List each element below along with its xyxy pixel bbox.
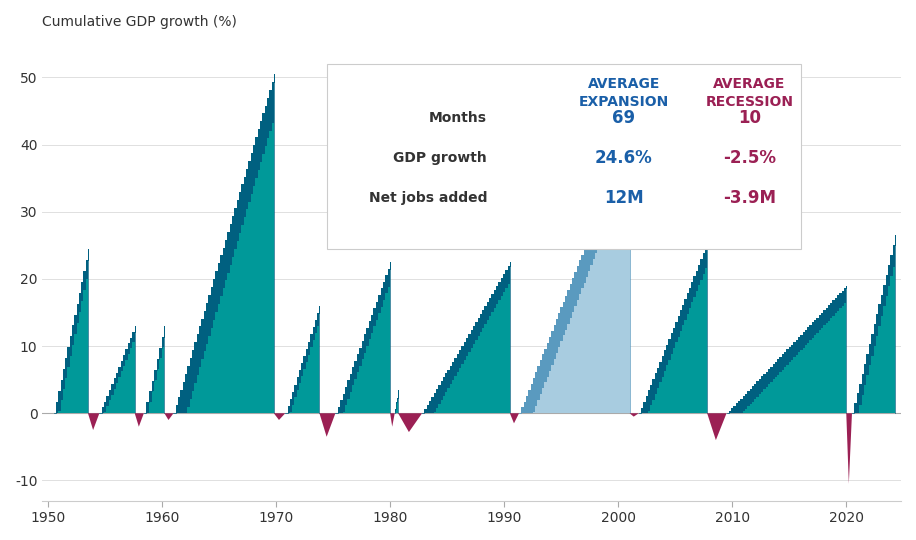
Polygon shape [390,413,395,427]
Polygon shape [173,74,274,413]
Polygon shape [846,413,852,484]
Polygon shape [320,413,335,437]
Polygon shape [726,286,846,413]
Polygon shape [135,413,144,427]
Polygon shape [395,390,398,413]
Polygon shape [88,413,99,430]
Polygon shape [144,326,164,413]
Polygon shape [707,413,726,440]
Text: GDP growth: GDP growth [393,151,487,165]
Text: AVERAGE
RECESSION: AVERAGE RECESSION [705,77,793,109]
Polygon shape [398,413,422,432]
FancyBboxPatch shape [327,64,801,249]
Text: -2.5%: -2.5% [723,149,776,167]
Polygon shape [285,306,320,413]
Polygon shape [638,242,707,413]
Polygon shape [54,249,88,413]
Polygon shape [99,326,135,413]
Text: 10: 10 [738,109,761,127]
Polygon shape [395,390,398,413]
Polygon shape [335,262,390,413]
Text: Cumulative GDP growth (%): Cumulative GDP growth (%) [42,15,237,29]
Text: -3.9M: -3.9M [723,190,776,207]
Polygon shape [274,413,285,420]
Text: AVERAGE
EXPANSION: AVERAGE EXPANSION [579,77,669,109]
Polygon shape [519,131,629,413]
Polygon shape [285,306,320,413]
Polygon shape [852,235,895,413]
Polygon shape [510,413,519,423]
Polygon shape [144,326,164,413]
Polygon shape [852,235,895,413]
Polygon shape [173,74,274,413]
Text: 12M: 12M [604,190,644,207]
Text: 24.6%: 24.6% [595,149,653,167]
Polygon shape [638,242,707,413]
Polygon shape [422,262,510,413]
Polygon shape [99,326,135,413]
Polygon shape [519,131,629,413]
Text: 69: 69 [613,109,636,127]
Polygon shape [335,262,390,413]
Polygon shape [164,413,173,420]
Polygon shape [54,249,88,413]
Polygon shape [629,413,638,417]
Text: Months: Months [429,111,487,125]
Text: Net jobs added: Net jobs added [368,191,487,205]
Polygon shape [422,262,510,413]
Polygon shape [726,286,846,413]
